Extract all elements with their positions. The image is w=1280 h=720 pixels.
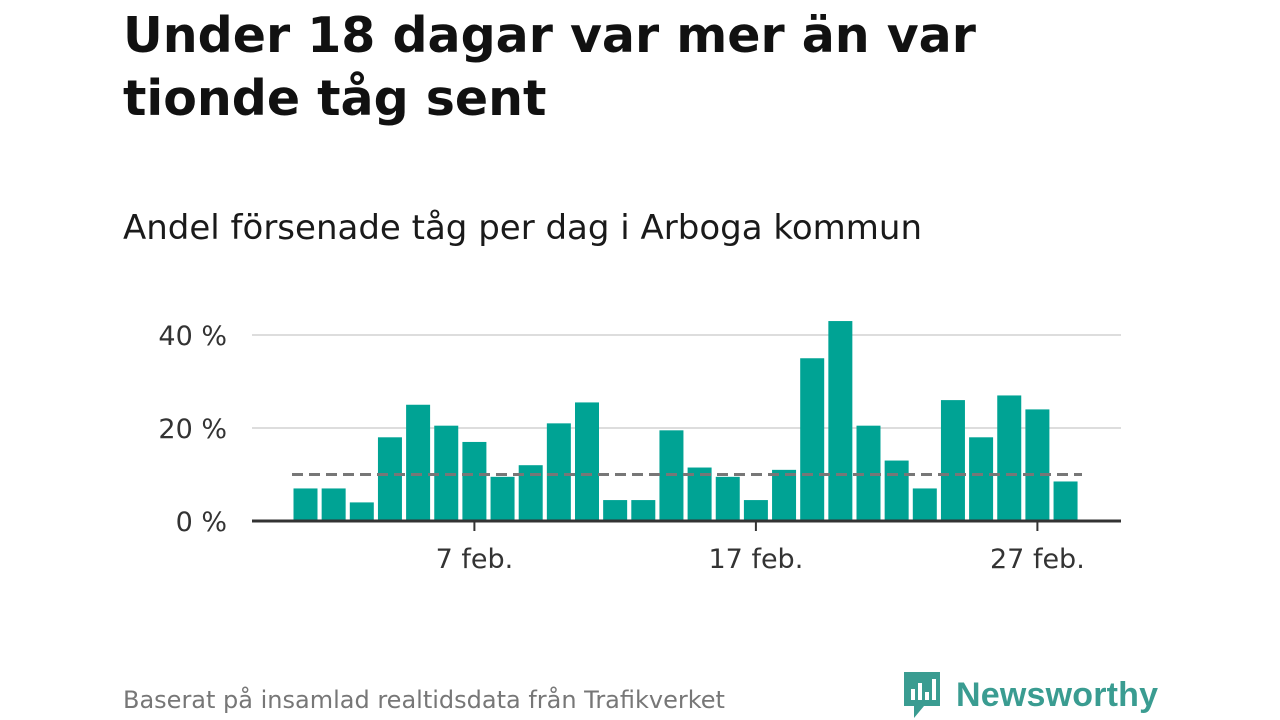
y-tick-label: 0 % <box>176 507 227 538</box>
chart-subtitle: Andel försenade tåg per dag i Arboga kom… <box>123 208 922 248</box>
brand-logo-lockup: Newsworthy <box>902 670 1158 720</box>
bar <box>912 488 937 521</box>
bar <box>1053 481 1078 521</box>
bar <box>687 467 712 521</box>
source-note: Baserat på insamlad realtidsdata från Tr… <box>123 686 725 714</box>
newsworthy-logo-icon <box>904 672 940 718</box>
bar <box>631 500 656 521</box>
x-axis <box>252 519 1121 531</box>
y-tick-label: 40 % <box>158 321 227 352</box>
gridlines <box>252 334 1121 429</box>
bar <box>546 423 571 521</box>
bar <box>940 400 965 521</box>
bar <box>997 395 1022 521</box>
bar-chart: 0 % 20 % 40 % 7 feb. 17 feb. 27 feb. <box>158 321 1121 575</box>
y-tick-label: 20 % <box>158 414 227 445</box>
bar <box>321 488 346 521</box>
bar <box>800 358 825 521</box>
bar <box>1025 409 1050 521</box>
bar <box>349 502 374 521</box>
bar <box>772 469 797 521</box>
bar <box>490 476 515 521</box>
bar <box>715 476 740 521</box>
bar <box>969 437 994 521</box>
x-tick-label: 7 feb. <box>436 544 514 575</box>
chart-title: Under 18 dagar var mer än var tionde tåg… <box>123 7 976 127</box>
bar <box>603 500 628 521</box>
bars <box>293 321 1078 521</box>
x-tick-label: 17 feb. <box>709 544 804 575</box>
bar <box>462 441 487 521</box>
bar <box>884 460 909 521</box>
bar <box>406 404 431 521</box>
bar <box>743 500 768 521</box>
bar <box>377 437 402 521</box>
bar <box>575 402 599 521</box>
bar <box>293 488 318 521</box>
brand-name: Newsworthy <box>956 675 1159 714</box>
bar <box>828 321 853 521</box>
x-tick-label: 27 feb. <box>990 544 1085 575</box>
tick-labels: 0 % 20 % 40 % 7 feb. 17 feb. 27 feb. <box>158 321 1084 575</box>
